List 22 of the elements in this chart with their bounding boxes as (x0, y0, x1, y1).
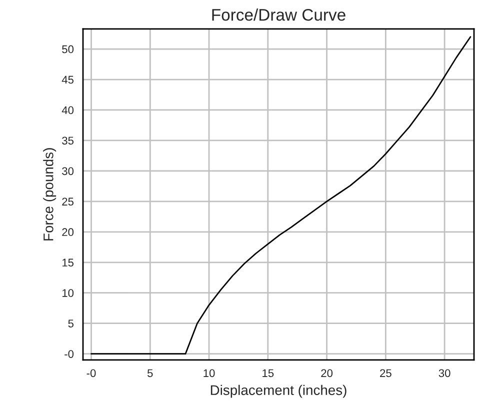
x-tick-label: 5 (147, 369, 153, 378)
x-axis-title: Displacement (inches) (210, 384, 346, 398)
y-tick-label: -0 (64, 350, 74, 358)
x-tick-label: 30 (438, 369, 450, 378)
x-tick-label: 15 (262, 369, 274, 378)
x-tick-label: 25 (380, 369, 392, 378)
y-tick-label: 15 (62, 258, 74, 267)
y-tick-label: 25 (62, 198, 74, 206)
y-tick-label: 35 (62, 136, 74, 145)
x-tick-label: 20 (321, 369, 333, 378)
y-tick-label: 30 (62, 167, 74, 176)
line-series (90, 36, 472, 355)
chart-title: Force/Draw Curve (212, 8, 346, 21)
y-tick-label: 50 (62, 45, 74, 54)
y-tick-label: 5 (68, 320, 74, 328)
y-tick-label: 40 (62, 106, 74, 114)
y-tick-label: 45 (62, 76, 74, 84)
y-tick-label: 20 (62, 228, 74, 236)
y-tick-label: 10 (62, 289, 74, 297)
y-axis-title: Force (pounds) (43, 148, 56, 240)
x-tick-label: -0 (86, 369, 96, 378)
x-tick-label: 10 (204, 369, 215, 378)
